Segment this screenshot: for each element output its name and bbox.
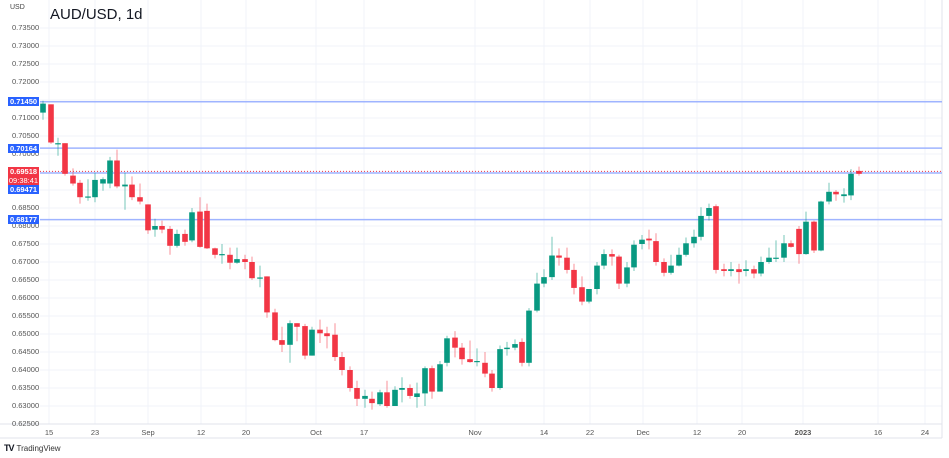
time-tick: 12	[196, 428, 206, 437]
price-tick: 0.68500	[12, 203, 40, 212]
tradingview-logo[interactable]: TV TradingView	[4, 443, 61, 453]
price-tick: 0.72000	[12, 77, 40, 86]
price-tick: 0.67500	[12, 239, 40, 248]
symbol-title: AUD/USD, 1d	[50, 6, 143, 23]
price-tick: 0.64500	[12, 347, 40, 356]
time-tick: 16	[873, 428, 883, 437]
price-tick: 0.72500	[12, 59, 40, 68]
time-tick: 24	[920, 428, 930, 437]
time-tick: 14	[539, 428, 549, 437]
time-tick: Sep	[141, 428, 155, 437]
price-tick: 0.66000	[12, 293, 40, 302]
tradingview-logo-icon: TV	[4, 443, 14, 453]
level-label-3: 0.69471	[8, 185, 39, 194]
time-tick: Dec	[636, 428, 650, 437]
time-tick: Oct	[310, 428, 322, 437]
level-label-2: 0.70164	[8, 144, 39, 153]
price-tick: 0.68000	[12, 221, 40, 230]
price-tick: 0.70500	[12, 131, 40, 140]
time-tick: 17	[359, 428, 369, 437]
time-tick: 12	[692, 428, 702, 437]
time-tick: 15	[44, 428, 54, 437]
price-tick: 0.70000	[12, 149, 40, 158]
time-tick: 23	[90, 428, 100, 437]
level-label-1: 0.71450	[8, 97, 39, 106]
current-price-label: 0.69518 09:38:41	[8, 167, 39, 185]
price-tick: 0.64000	[12, 365, 40, 374]
price-tick: 0.73000	[12, 41, 40, 50]
price-tick: 0.66500	[12, 275, 40, 284]
price-tick: 0.73500	[12, 23, 40, 32]
price-tick: 0.65500	[12, 311, 40, 320]
currency-label: USD	[10, 4, 25, 11]
price-tick: 0.67000	[12, 257, 40, 266]
time-tick: Nov	[468, 428, 482, 437]
price-tick: 0.62500	[12, 419, 40, 428]
bar-countdown: 09:38:41	[8, 176, 39, 185]
current-price-value: 0.69518	[9, 167, 38, 176]
level-label-4: 0.68177	[8, 215, 39, 224]
time-tick: 20	[241, 428, 251, 437]
price-tick: 0.65000	[12, 329, 40, 338]
time-tick: 20	[737, 428, 747, 437]
price-tick: 0.63000	[12, 401, 40, 410]
price-tick: 0.71000	[12, 113, 40, 122]
price-tick: 0.63500	[12, 383, 40, 392]
tradingview-brand: TradingView	[16, 443, 61, 453]
time-tick: 22	[585, 428, 595, 437]
time-tick: 2023	[794, 428, 812, 437]
